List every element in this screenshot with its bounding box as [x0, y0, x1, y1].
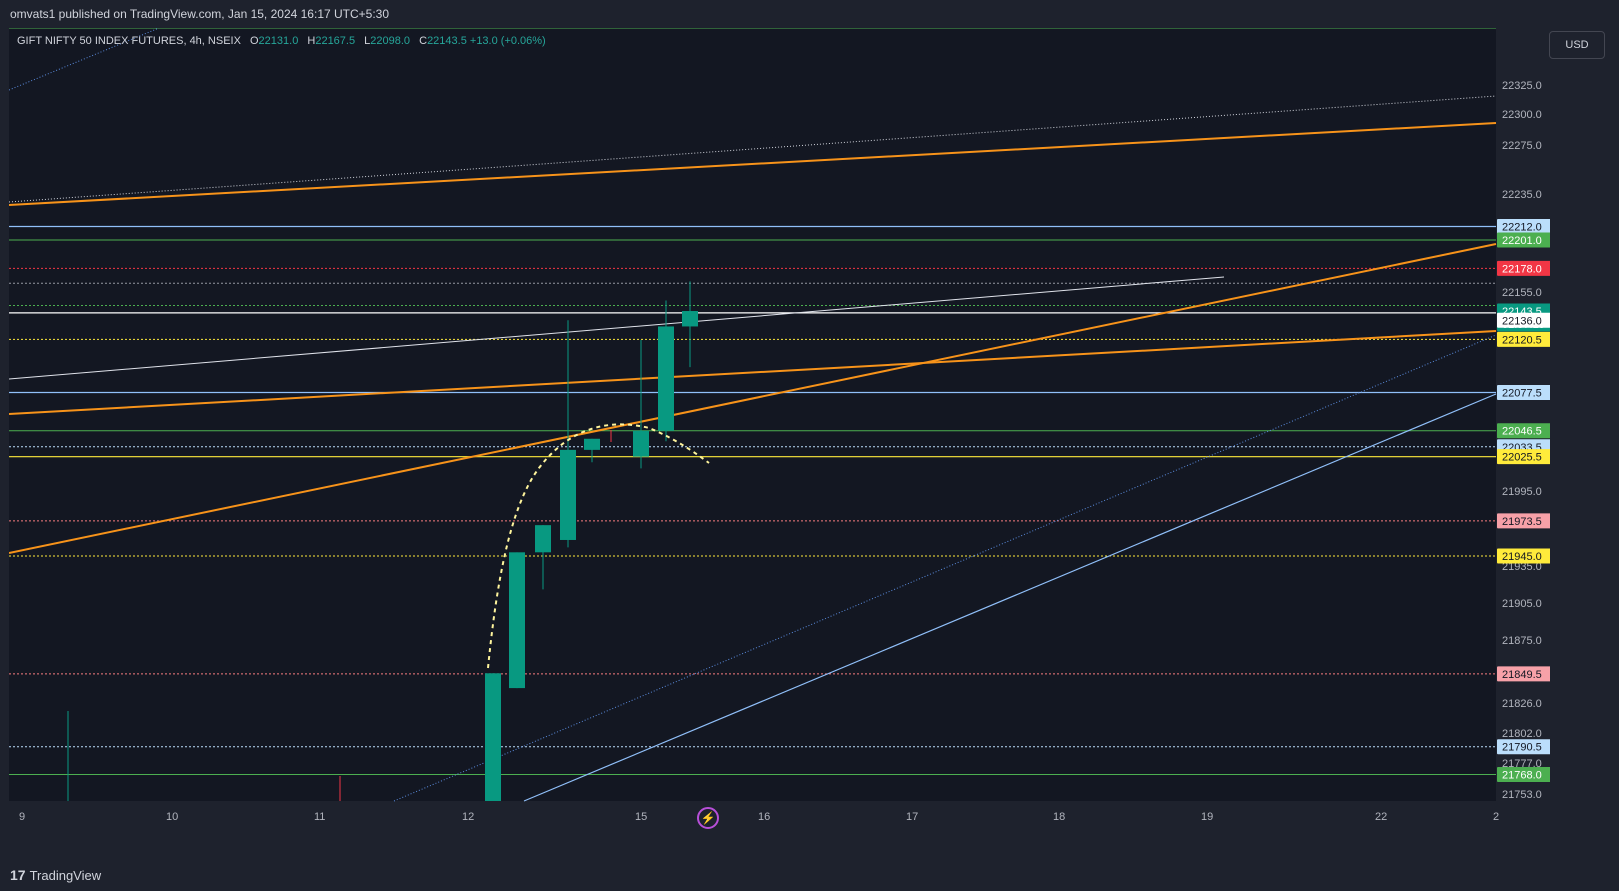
price-badge: [1497, 423, 1550, 439]
close-key: C: [419, 35, 428, 47]
price-tick-label: 22155.0: [1502, 287, 1542, 299]
price-chart[interactable]: 22325.0 22300.0 22275.0 22235.0 22155.0 21995…: [9, 28, 1550, 829]
price-tick-label: 22235.0: [1502, 189, 1542, 201]
price-tick-label: 22300.0: [1502, 109, 1542, 121]
price-badge-label: 22201.0: [1502, 235, 1542, 247]
time-tick-label: 11: [314, 811, 325, 823]
time-tick-label: 12: [462, 811, 474, 823]
price-tick-label: 21802.0: [1502, 728, 1542, 740]
candle-body: [658, 326, 674, 431]
price-badge: [1497, 218, 1550, 234]
low-value: 22098.0: [370, 35, 411, 47]
price-badge-label: 21973.5: [1502, 516, 1542, 528]
time-tick-label: 19: [1201, 811, 1213, 823]
price-badge: [1497, 260, 1550, 276]
trend-line: [9, 276, 1225, 380]
trend-line: [9, 28, 160, 91]
published-header: omvats1 published on TradingView.com, Ja…: [0, 0, 1619, 28]
price-badge-label: 22212.0: [1502, 221, 1542, 233]
time-tick-label: 16: [758, 811, 770, 823]
plot-background: [9, 28, 1496, 801]
candle-body: [633, 430, 649, 457]
price-badge: [1497, 449, 1550, 465]
time-axis-background: [9, 801, 1550, 829]
time-tick-label: 18: [1053, 811, 1065, 823]
price-badge-label: 22046.5: [1502, 426, 1542, 438]
candle-body: [535, 525, 551, 553]
chart-frame[interactable]: 22325.0 22300.0 22275.0 22235.0 22155.0 21995…: [9, 28, 1550, 829]
symbol-label[interactable]: GIFT NIFTY 50 INDEX FUTURES, 4h, NSEIX: [17, 35, 241, 47]
trend-line: [9, 95, 1497, 203]
time-tick-label: 9: [19, 811, 25, 823]
price-badge-label: 22136.0: [1502, 315, 1542, 327]
price-badge-label: 22178.0: [1502, 263, 1542, 275]
candle-body: [560, 449, 576, 540]
time-tick-label: 17: [906, 811, 918, 823]
bottom-bar: [0, 829, 1619, 891]
ohlc-legend: GIFT NIFTY 50 INDEX FUTURES, 4h, NSEIX O…: [17, 35, 546, 47]
price-badge-label: 22120.5: [1502, 334, 1542, 346]
price-badge: [1497, 312, 1550, 328]
high-key: H: [307, 35, 316, 47]
candle-body: [485, 673, 501, 801]
brand-name: TradingView: [29, 868, 102, 883]
price-badge-label: 21790.5: [1502, 742, 1542, 754]
price-tick-label: 22325.0: [1502, 80, 1542, 92]
trend-line: [9, 122, 1497, 206]
price-badge: [1497, 766, 1550, 782]
price-tick-label: 21753.0: [1502, 789, 1542, 801]
time-tick-label: 15: [635, 811, 647, 823]
trend-line: [9, 243, 1497, 554]
time-tick-label: 2: [1493, 811, 1499, 823]
tradingview-logo-icon: 17: [10, 867, 26, 883]
candle-body: [682, 311, 698, 327]
price-badge: [1497, 331, 1550, 347]
trend-line: [9, 330, 1497, 415]
time-tick-label: 22: [1375, 811, 1387, 823]
time-tick-label: 10: [166, 811, 178, 823]
price-tick-label: 21875.0: [1502, 635, 1542, 647]
price-badge: [1497, 232, 1550, 248]
close-value: 22143.5: [427, 35, 467, 47]
trend-line: [523, 393, 1497, 802]
price-badge-label: 21849.5: [1502, 669, 1542, 681]
high-value: 22167.5: [315, 35, 356, 47]
price-badge-label: 22077.5: [1502, 387, 1542, 399]
price-badge: [1497, 739, 1550, 755]
price-tick-label: 21826.0: [1502, 698, 1542, 710]
currency-button[interactable]: USD: [1549, 31, 1605, 59]
price-badge: [1497, 513, 1550, 529]
price-badge: [1497, 666, 1550, 682]
tradingview-brand[interactable]: 17 TradingView: [10, 867, 101, 883]
price-badge: [1497, 384, 1550, 400]
low-key: L: [364, 35, 371, 47]
price-badge: [1497, 548, 1550, 564]
change-value: +13.0 (+0.06%): [469, 35, 546, 47]
price-badge-label: 21945.0: [1502, 551, 1542, 563]
price-badge-label: 22025.5: [1502, 452, 1542, 464]
candle-body: [509, 552, 525, 689]
price-tick-label: 21905.0: [1502, 598, 1542, 610]
candle-body: [584, 438, 600, 450]
price-badge-label: 21768.0: [1502, 769, 1542, 781]
price-tick-label: 21935.0: [1502, 561, 1542, 573]
lightning-icon[interactable]: ⚡: [697, 807, 719, 829]
price-tick-label: 22275.0: [1502, 140, 1542, 152]
open-value: 22131.0: [258, 35, 299, 47]
published-text: omvats1 published on TradingView.com, Ja…: [10, 7, 390, 21]
price-tick-label: 21995.0: [1502, 486, 1542, 498]
open-key: O: [249, 35, 259, 47]
pattern-curve: [487, 423, 710, 669]
